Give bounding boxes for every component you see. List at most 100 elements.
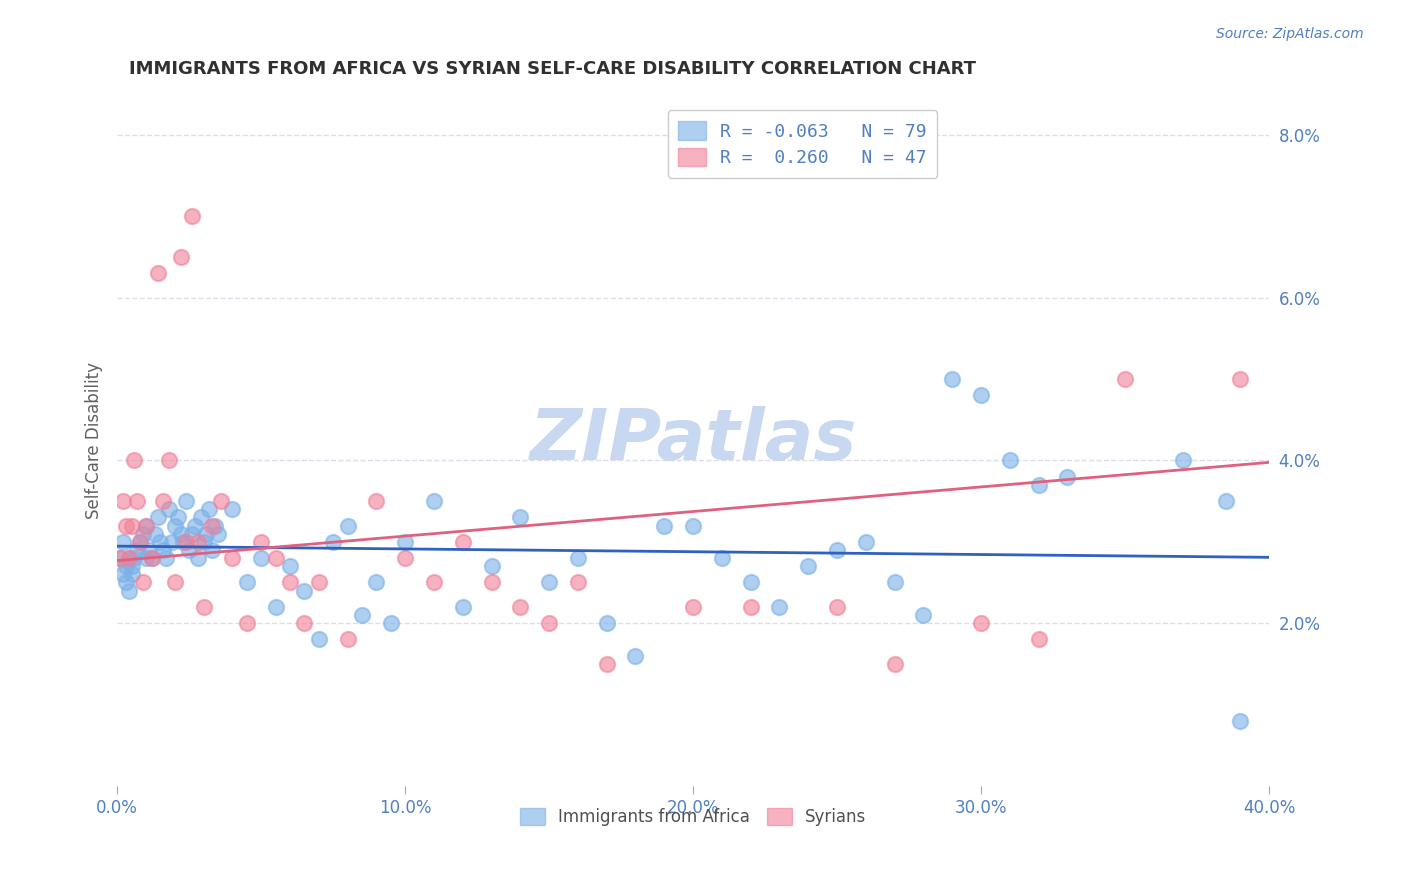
Point — [336, 518, 359, 533]
Point — [157, 453, 180, 467]
Point — [710, 551, 733, 566]
Point — [366, 494, 388, 508]
Y-axis label: Self-Care Disability: Self-Care Disability — [86, 361, 103, 518]
Point — [111, 534, 134, 549]
Point — [132, 575, 155, 590]
Point — [181, 526, 204, 541]
Point — [204, 518, 226, 533]
Point — [1229, 714, 1251, 728]
Point — [127, 542, 149, 557]
Text: IMMIGRANTS FROM AFRICA VS SYRIAN SELF-CARE DISABILITY CORRELATION CHART: IMMIGRANTS FROM AFRICA VS SYRIAN SELF-CA… — [129, 60, 976, 78]
Point — [825, 542, 848, 557]
Point — [132, 526, 155, 541]
Point — [221, 551, 243, 566]
Point — [187, 551, 209, 566]
Point — [152, 494, 174, 508]
Point — [596, 616, 619, 631]
Point — [141, 551, 163, 566]
Point — [209, 494, 232, 508]
Point — [121, 567, 143, 582]
Point — [129, 534, 152, 549]
Point — [264, 551, 287, 566]
Point — [155, 551, 177, 566]
Point — [596, 657, 619, 671]
Point — [193, 599, 215, 614]
Point — [394, 551, 416, 566]
Point — [652, 518, 675, 533]
Point — [195, 526, 218, 541]
Point — [855, 534, 877, 549]
Point — [1215, 494, 1237, 508]
Point — [423, 494, 446, 508]
Point — [883, 657, 905, 671]
Point — [380, 616, 402, 631]
Point — [143, 526, 166, 541]
Point — [201, 542, 224, 557]
Point — [308, 632, 330, 647]
Point — [998, 453, 1021, 467]
Point — [190, 510, 212, 524]
Point — [250, 551, 273, 566]
Point — [121, 559, 143, 574]
Point — [187, 534, 209, 549]
Point — [538, 616, 561, 631]
Legend: Immigrants from Africa, Syrians: Immigrants from Africa, Syrians — [513, 801, 873, 833]
Point — [129, 534, 152, 549]
Point — [127, 494, 149, 508]
Point — [118, 583, 141, 598]
Point — [221, 502, 243, 516]
Point — [567, 551, 589, 566]
Point — [941, 372, 963, 386]
Point — [451, 534, 474, 549]
Point — [970, 616, 993, 631]
Point — [350, 607, 373, 622]
Point — [111, 567, 134, 582]
Text: ZIPatlas: ZIPatlas — [530, 406, 856, 475]
Point — [970, 388, 993, 402]
Point — [118, 551, 141, 566]
Point — [366, 575, 388, 590]
Point — [825, 599, 848, 614]
Point — [682, 518, 704, 533]
Point — [912, 607, 935, 622]
Point — [451, 599, 474, 614]
Point — [114, 559, 136, 574]
Point — [423, 575, 446, 590]
Point — [236, 575, 259, 590]
Point — [114, 575, 136, 590]
Point — [141, 551, 163, 566]
Point — [1028, 478, 1050, 492]
Point — [160, 534, 183, 549]
Point — [1229, 372, 1251, 386]
Point — [111, 494, 134, 508]
Point — [198, 502, 221, 516]
Point — [250, 534, 273, 549]
Point — [394, 534, 416, 549]
Point — [682, 599, 704, 614]
Point — [740, 575, 762, 590]
Point — [509, 599, 531, 614]
Point — [176, 534, 198, 549]
Point — [292, 616, 315, 631]
Point — [135, 518, 157, 533]
Point — [108, 551, 131, 566]
Point — [169, 526, 191, 541]
Point — [152, 542, 174, 557]
Point — [193, 534, 215, 549]
Point — [138, 542, 160, 557]
Point — [181, 210, 204, 224]
Text: Source: ZipAtlas.com: Source: ZipAtlas.com — [1216, 27, 1364, 41]
Point — [509, 510, 531, 524]
Point — [176, 494, 198, 508]
Point — [124, 551, 146, 566]
Point — [481, 559, 503, 574]
Point — [624, 648, 647, 663]
Point — [567, 575, 589, 590]
Point — [146, 266, 169, 280]
Point — [169, 250, 191, 264]
Point — [179, 542, 201, 557]
Point — [135, 518, 157, 533]
Point — [166, 510, 188, 524]
Point — [1056, 469, 1078, 483]
Point — [146, 510, 169, 524]
